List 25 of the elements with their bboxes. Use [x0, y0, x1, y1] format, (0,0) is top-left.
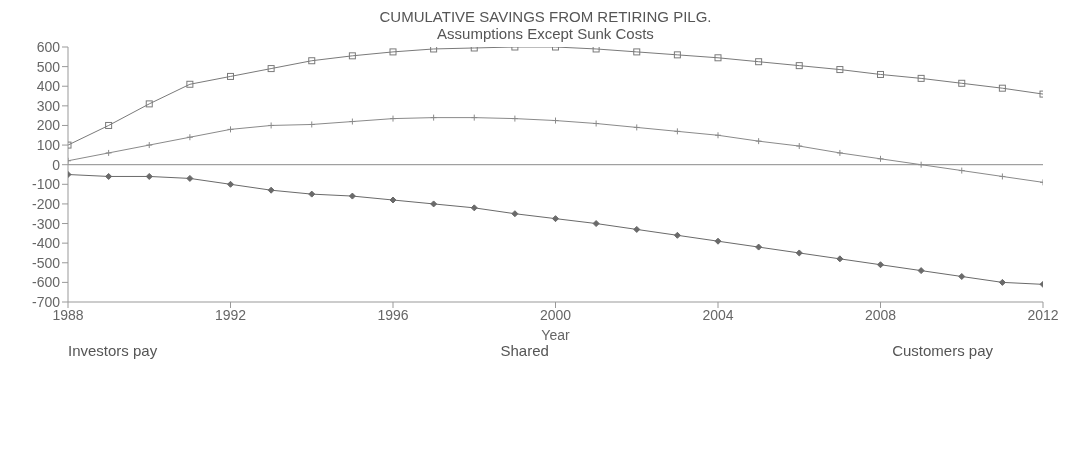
y-tick-label: -200: [31, 195, 61, 212]
text: Investors pay: [68, 342, 158, 359]
chart-subtitle: Assumptions Except Sunk Costs: [437, 25, 654, 42]
y-tick-label: 100: [36, 137, 61, 154]
x-tick-label: 1996: [377, 306, 409, 323]
y-tick-label: -500: [31, 254, 61, 271]
text: Customers pay: [892, 342, 993, 359]
x-tick-label: 2008: [864, 306, 897, 323]
x-tick-label: 2000: [539, 306, 572, 323]
x-tick-label: 2012: [1027, 306, 1059, 323]
y-tick-label: 600: [36, 38, 61, 55]
y-tick-label: 200: [36, 117, 61, 134]
text: Shared: [500, 342, 549, 359]
y-tick-label: 0: [52, 156, 61, 173]
y-tick-label: -600: [31, 274, 61, 291]
x-tick-label: 2004: [702, 306, 734, 323]
x-axis-title: Year: [541, 327, 570, 343]
y-tick-label: -400: [31, 235, 61, 252]
x-tick-label: 1992: [214, 306, 247, 323]
y-tick-label: 500: [36, 58, 61, 75]
chart-title: CUMULATIVE SAVINGS FROM RETIRING PILG.: [378, 8, 713, 25]
y-tick-label: 400: [36, 78, 61, 95]
y-tick-label: 300: [36, 97, 61, 114]
y-tick-label: -100: [31, 176, 61, 193]
y-tick-label: -300: [31, 215, 61, 232]
